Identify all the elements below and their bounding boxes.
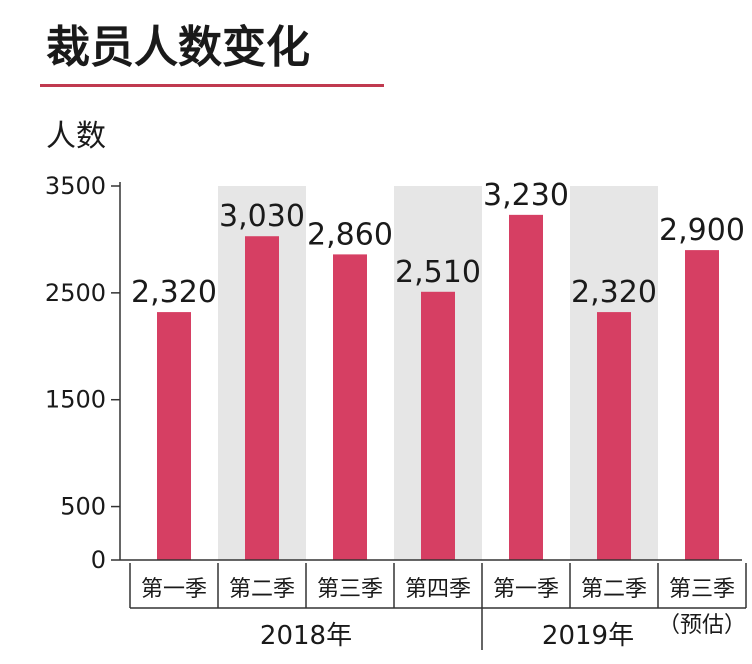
- bar-value-label: 3,230: [483, 178, 569, 213]
- x-tick-label: 第一季: [493, 577, 559, 602]
- bar-value-label: 2,900: [659, 213, 745, 248]
- y-tick-label: 1500: [45, 386, 106, 414]
- bar: [333, 254, 367, 561]
- bars-group: [157, 214, 719, 561]
- bar: [421, 291, 455, 560]
- x-tick-label: 第二季: [229, 577, 295, 602]
- bar: [509, 214, 543, 560]
- axes-group: [111, 182, 747, 650]
- bar-value-label: 2,860: [307, 217, 393, 252]
- x-tick-label: 第三季: [669, 577, 735, 602]
- y-tick-label: 3500: [45, 172, 106, 200]
- bar-value-label: 2,320: [571, 275, 657, 310]
- y-tick-label: 2500: [45, 279, 106, 307]
- x-tick-label: 第二季: [581, 577, 647, 602]
- year-group-label: 2019年: [542, 621, 634, 651]
- chart-title: 裁员人数变化: [46, 22, 310, 73]
- bar: [685, 250, 719, 560]
- bar: [597, 312, 631, 560]
- y-axis-title: 人数: [46, 119, 106, 154]
- bar: [245, 236, 279, 561]
- bar-value-label: 3,030: [219, 199, 305, 234]
- x-tick-label: 第一季: [141, 577, 207, 602]
- year-group-label: 2018年: [260, 621, 352, 651]
- bar-value-label: 2,320: [131, 275, 217, 310]
- x-tick-label: 第三季: [317, 577, 383, 602]
- x-tick-note: （预估）: [658, 613, 746, 638]
- bar: [157, 312, 191, 560]
- x-tick-label: 第四季: [405, 577, 471, 602]
- bar-value-label: 2,510: [395, 255, 481, 290]
- title-underline: [40, 84, 384, 87]
- y-tick-label: 500: [60, 493, 106, 521]
- y-tick-label: 0: [91, 546, 106, 574]
